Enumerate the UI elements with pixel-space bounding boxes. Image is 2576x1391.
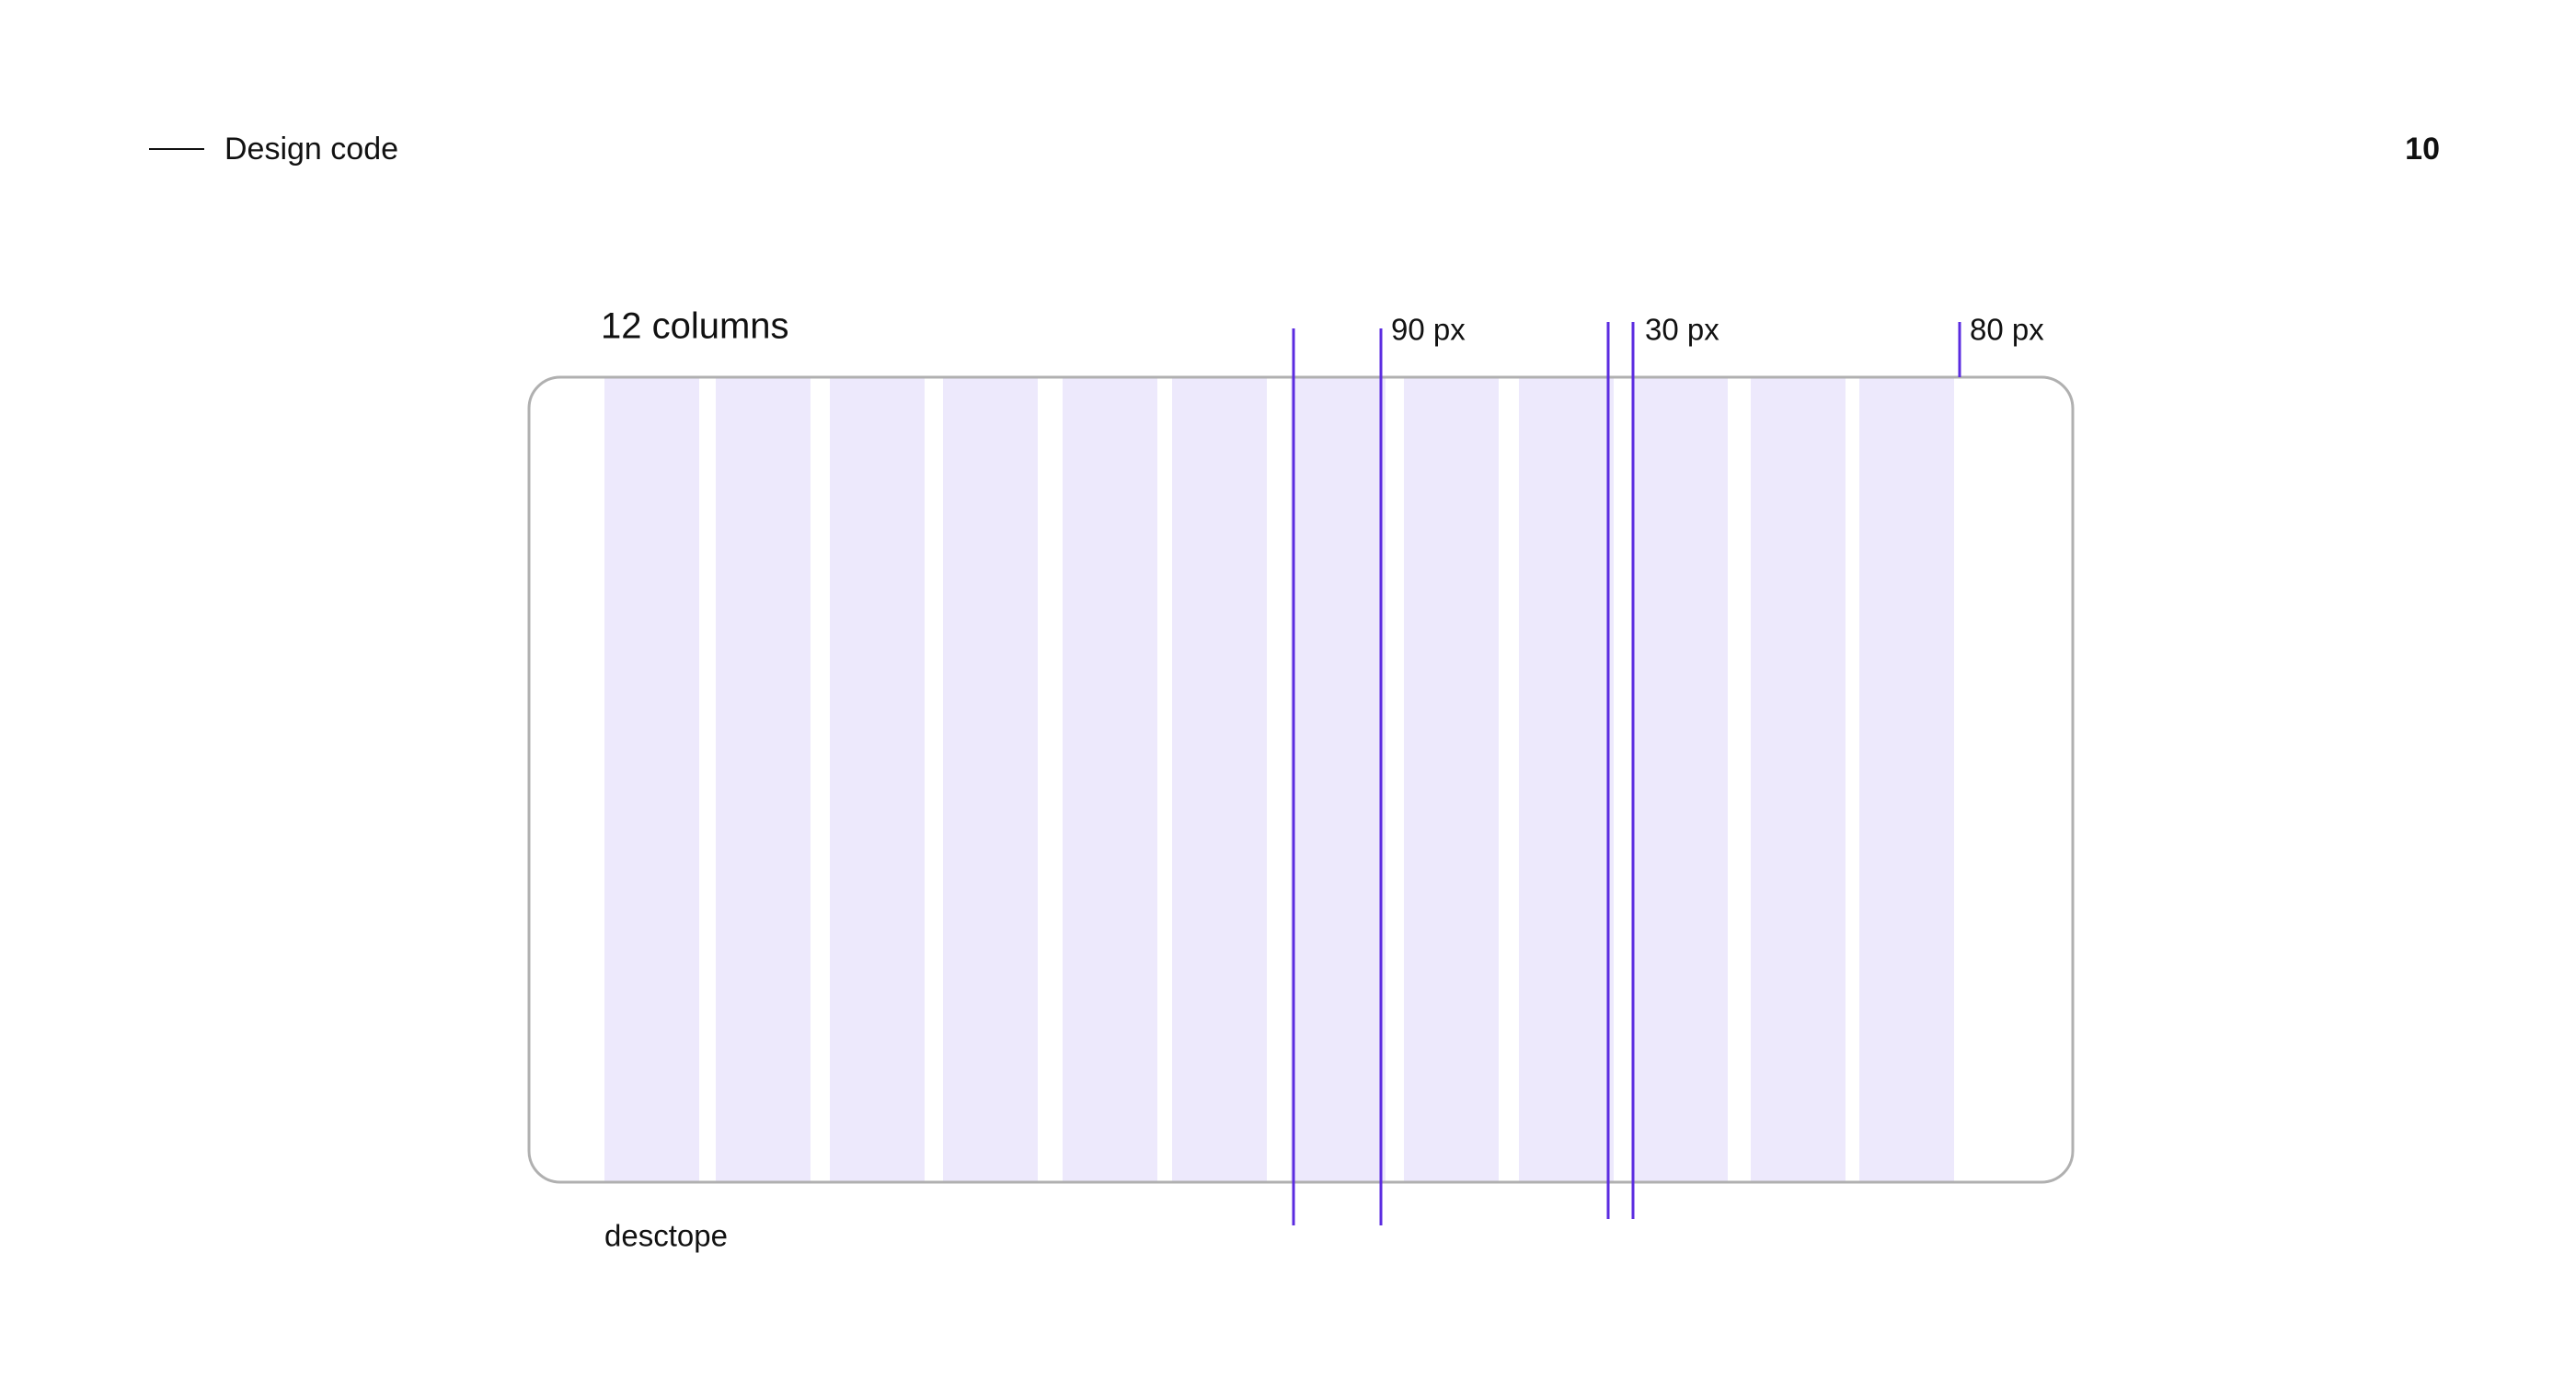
grid-column xyxy=(1751,378,1846,1181)
annotation: 30 px xyxy=(1645,313,1719,347)
columns xyxy=(604,378,1954,1181)
grid-column xyxy=(943,378,1038,1181)
annotation: 90 px xyxy=(1391,313,1466,347)
grid-column xyxy=(1519,378,1614,1181)
grid-column xyxy=(1859,378,1954,1181)
grid-caption: desctope xyxy=(604,1219,728,1253)
grid-column xyxy=(830,378,925,1181)
grid-column xyxy=(1404,378,1499,1181)
annotation: 80 px xyxy=(1970,313,2044,347)
header-title: Design code xyxy=(224,132,398,167)
grid-column xyxy=(1063,378,1157,1181)
grid-column xyxy=(1291,378,1386,1181)
guides xyxy=(1292,322,1961,1225)
grid-column xyxy=(1172,378,1267,1181)
grid-label: 12 columns xyxy=(601,306,789,347)
grid-column xyxy=(604,378,699,1181)
grid-column xyxy=(1633,378,1728,1181)
grid-column xyxy=(716,378,811,1181)
page-number: 10 xyxy=(2405,132,2440,167)
frame xyxy=(527,375,2075,1184)
